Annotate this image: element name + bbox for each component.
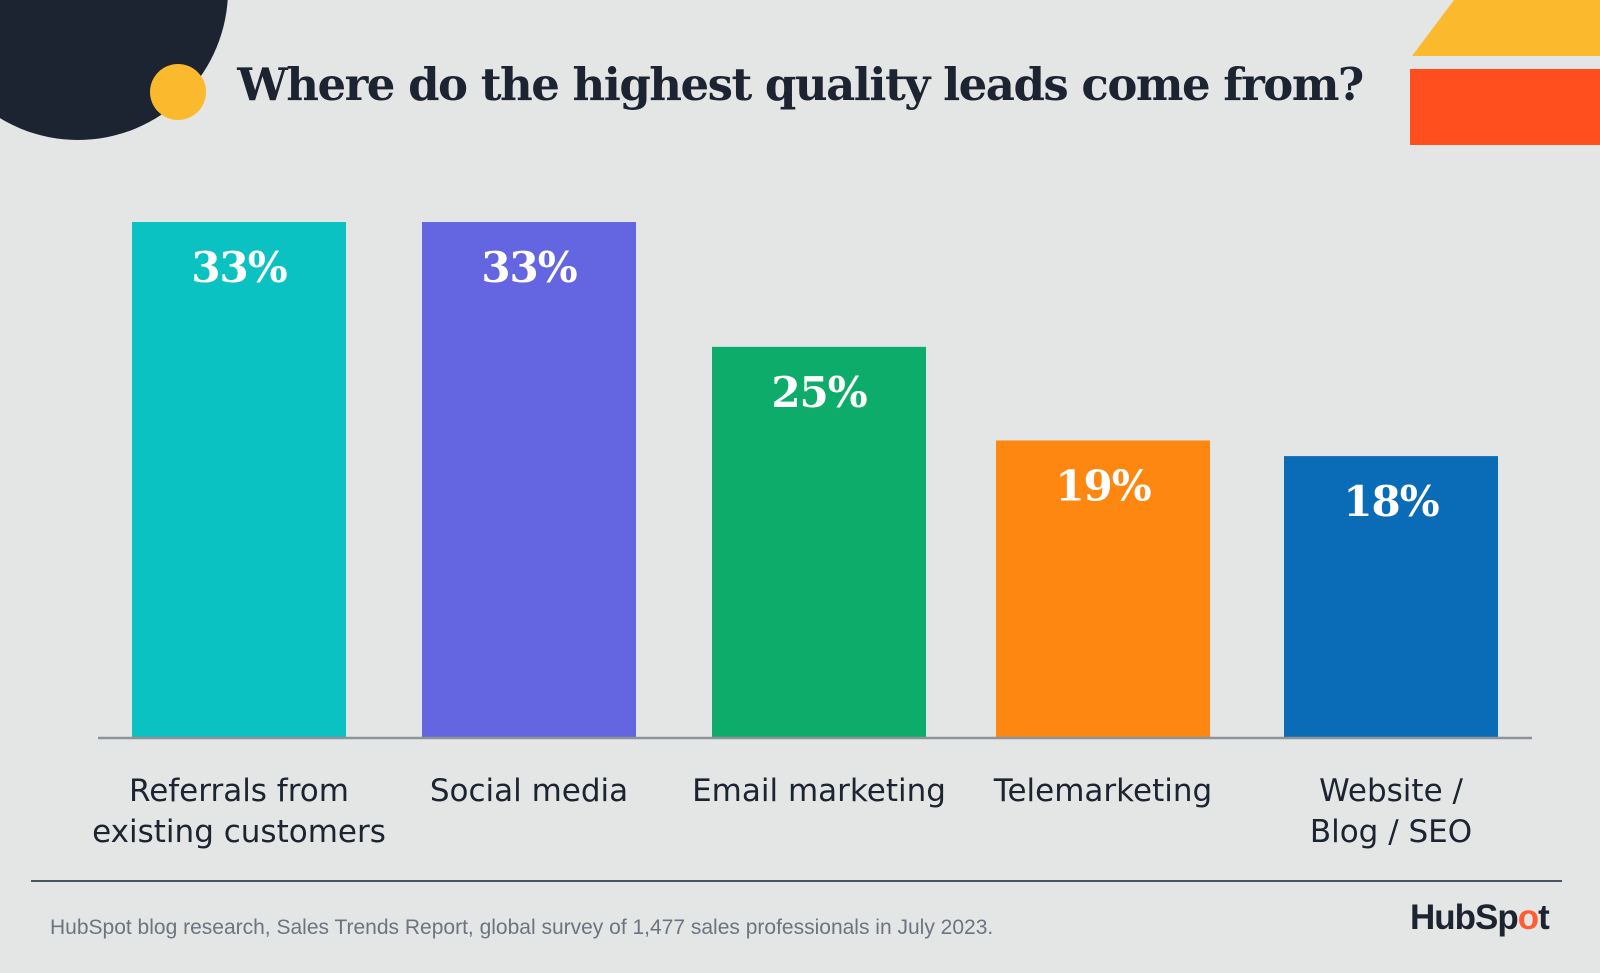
hubspot-logo: HubSpot [1410, 898, 1550, 938]
bar-4 [996, 440, 1210, 737]
bar-value-label-2: 33% [481, 243, 576, 292]
bar-2 [422, 222, 636, 737]
category-label-1-line-1: Referrals from [129, 773, 349, 809]
yellow-parallelogram-decoration [1412, 0, 1600, 56]
bar-value-label-5: 18% [1343, 477, 1438, 526]
category-label-4: Telemarketing [993, 773, 1212, 809]
category-label-2: Social media [430, 773, 628, 809]
bar-value-label-3: 25% [771, 368, 866, 417]
category-label-5-line-1: Website / [1319, 773, 1463, 809]
bar-value-label-1: 33% [191, 243, 286, 292]
red-rectangle-decoration [1410, 69, 1600, 145]
bar-1 [132, 222, 346, 737]
source-footnote: HubSpot blog research, Sales Trends Repo… [50, 916, 994, 939]
chart-title: Where do the highest quality leads come … [237, 58, 1364, 111]
footer-divider [31, 880, 1562, 882]
logo-text-end: t [1538, 898, 1550, 937]
yellow-dot-decoration [150, 64, 206, 120]
bar-value-label-4: 19% [1055, 461, 1150, 510]
logo-text-start: HubSp [1410, 898, 1519, 937]
logo-sprocket-o: o [1517, 898, 1539, 937]
category-label-3: Email marketing [692, 773, 946, 809]
bar-3 [712, 346, 926, 737]
category-label-5-line-2: Blog / SEO [1310, 814, 1472, 850]
bar-5 [1284, 456, 1498, 737]
category-label-1-line-2: existing customers [92, 814, 386, 850]
